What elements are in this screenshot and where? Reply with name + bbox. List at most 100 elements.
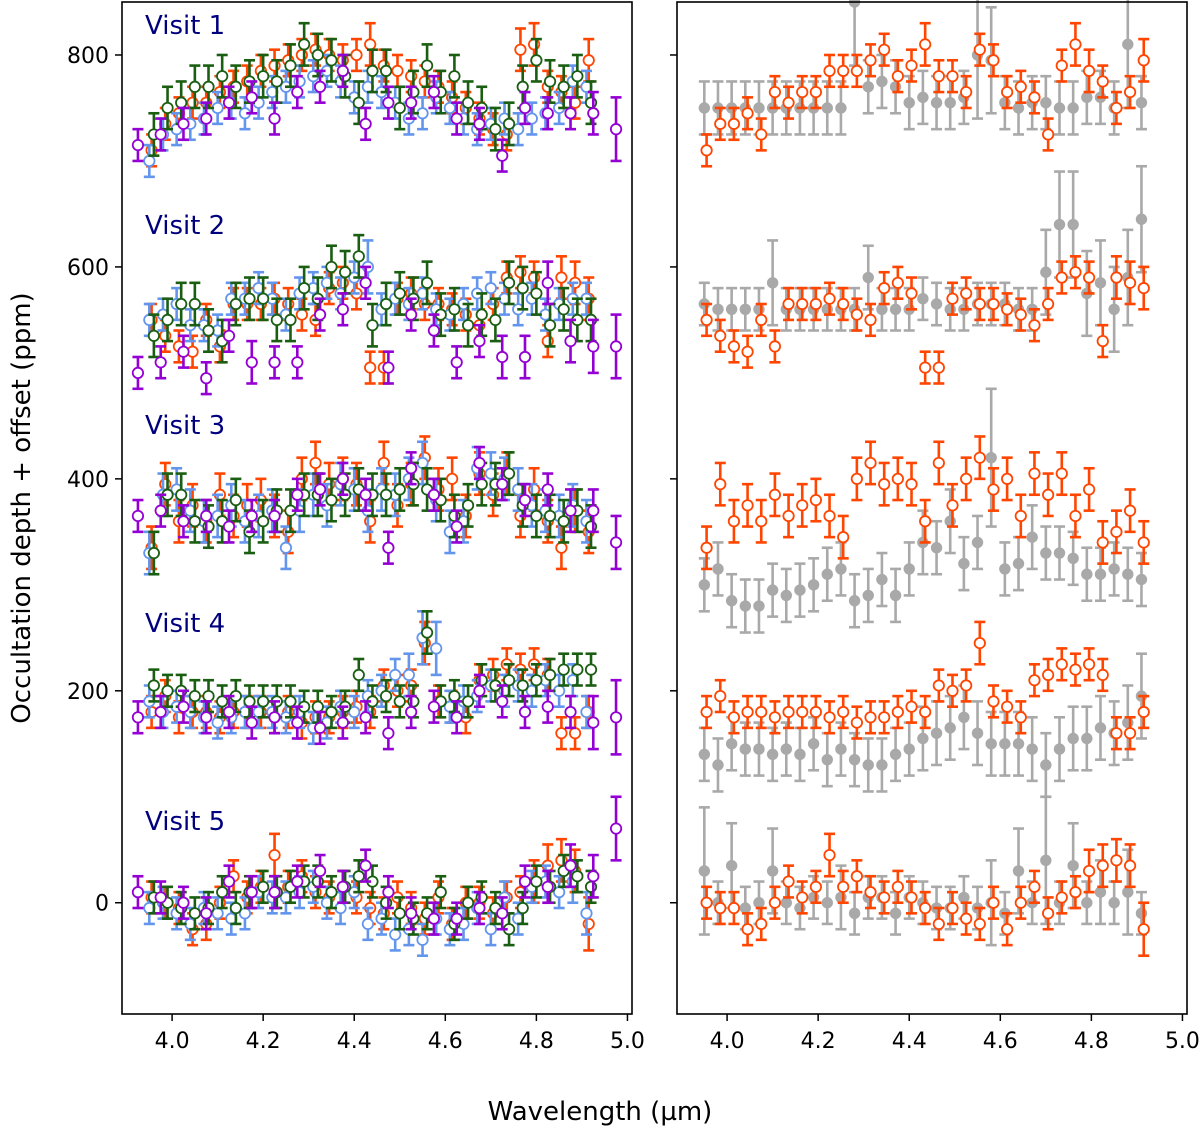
reduction-purple-marker <box>518 705 532 719</box>
model-gray-marker <box>780 589 792 602</box>
reduction-lightblue-marker <box>361 917 374 931</box>
model-gray-marker <box>698 748 711 761</box>
reduction-purple-marker <box>222 96 236 109</box>
reduction-green-point <box>502 260 516 306</box>
data-orange-marker <box>1055 891 1068 904</box>
reduction-purple-point <box>518 334 532 380</box>
reduction-green-marker <box>461 896 475 909</box>
reduction-lightblue-marker <box>580 705 593 719</box>
model-gray-point <box>1108 541 1120 597</box>
data-orange-marker <box>919 361 932 374</box>
data-orange-point <box>755 302 768 338</box>
model-gray-marker <box>958 711 970 723</box>
data-orange-point <box>741 482 754 528</box>
reduction-orange-marker <box>364 361 377 374</box>
data-orange-marker <box>714 901 727 915</box>
reduction-purple-point <box>291 864 304 899</box>
reduction-purple-point <box>245 498 258 534</box>
data-orange-point <box>878 461 891 507</box>
model-gray-point <box>698 557 711 613</box>
right-x-tick-label: 5.0 <box>1165 1029 1200 1054</box>
reduction-green-point <box>543 58 557 104</box>
model-gray-marker <box>1094 568 1107 580</box>
data-orange-point <box>782 493 795 539</box>
model-gray-marker <box>1040 854 1052 867</box>
data-orange-marker <box>1028 880 1041 893</box>
data-orange-point <box>1069 874 1082 910</box>
data-orange-marker <box>878 282 891 295</box>
model-gray-point <box>1122 546 1134 603</box>
data-orange-point <box>946 281 959 316</box>
reduction-orange-marker <box>336 276 349 289</box>
data-orange-point <box>1110 509 1123 555</box>
reduction-purple-point <box>541 260 554 306</box>
data-orange-marker <box>973 43 986 56</box>
data-orange-point <box>1110 837 1123 883</box>
reduction-green-marker <box>188 297 201 311</box>
data-orange-point <box>987 286 1000 322</box>
reduction-lightblue-point <box>430 620 443 677</box>
reduction-green-point <box>461 80 475 126</box>
reduction-green-marker <box>543 75 557 88</box>
reduction-green-point <box>188 64 201 110</box>
reduction-green-marker <box>393 483 406 496</box>
reduction-purple-marker <box>177 117 190 130</box>
reduction-purple-marker <box>496 350 509 364</box>
model-gray-marker <box>712 759 724 771</box>
reduction-green-point <box>502 451 516 497</box>
data-orange-marker <box>1123 504 1137 517</box>
data-orange-marker <box>768 896 782 909</box>
model-gray-point <box>1135 74 1148 131</box>
model-gray-marker <box>999 96 1011 109</box>
model-gray-marker <box>766 748 779 761</box>
reduction-purple-marker <box>405 705 418 719</box>
data-orange-marker <box>864 711 877 724</box>
data-orange-point <box>1055 451 1068 497</box>
reduction-purple-point <box>222 509 236 544</box>
reduction-purple-marker <box>200 907 213 920</box>
reduction-lightblue-marker <box>484 923 497 936</box>
data-orange-marker <box>850 64 863 77</box>
reduction-orange-point <box>364 350 377 385</box>
reduction-purple-point <box>587 694 600 751</box>
reduction-purple-marker <box>587 716 600 729</box>
reduction-purple-point <box>359 848 372 883</box>
reduction-purple-marker <box>587 107 600 120</box>
reduction-purple-point <box>245 705 258 740</box>
reduction-purple-marker <box>131 886 145 899</box>
reduction-orange-marker <box>268 848 281 862</box>
model-gray-marker <box>930 727 943 739</box>
reduction-purple-marker <box>336 472 349 485</box>
data-orange-point <box>1082 260 1096 295</box>
reduction-purple-marker <box>222 875 236 888</box>
model-gray-point <box>862 567 874 624</box>
model-gray-marker <box>1053 102 1066 114</box>
reduction-purple-point <box>154 880 167 915</box>
reduction-purple-point <box>564 843 577 889</box>
data-orange-marker <box>960 472 973 485</box>
data-orange-marker <box>700 144 713 157</box>
data-orange-point <box>727 890 741 926</box>
data-orange-marker <box>741 923 754 936</box>
model-gray-marker <box>1040 759 1052 771</box>
reduction-green-marker <box>243 292 256 305</box>
reduction-purple-point <box>541 689 554 724</box>
data-orange-point <box>1042 657 1055 693</box>
reduction-green-marker <box>543 509 557 523</box>
reduction-purple-marker <box>313 483 327 496</box>
reduction-green-point <box>516 265 529 311</box>
data-orange-point <box>755 694 768 730</box>
reduction-lightblue-point <box>389 917 402 952</box>
data-orange-point <box>878 270 891 306</box>
model-gray-marker <box>985 738 997 750</box>
reduction-green-marker <box>229 297 242 311</box>
reduction-purple-marker <box>154 356 167 369</box>
reduction-purple-marker <box>177 700 190 713</box>
data-orange-marker <box>1042 297 1055 311</box>
reduction-green-marker <box>175 488 188 501</box>
model-gray-point <box>1067 170 1079 279</box>
data-orange-point <box>837 514 850 560</box>
data-orange-marker <box>823 848 836 862</box>
model-gray-marker <box>1067 859 1079 872</box>
reduction-green-point <box>393 684 406 719</box>
